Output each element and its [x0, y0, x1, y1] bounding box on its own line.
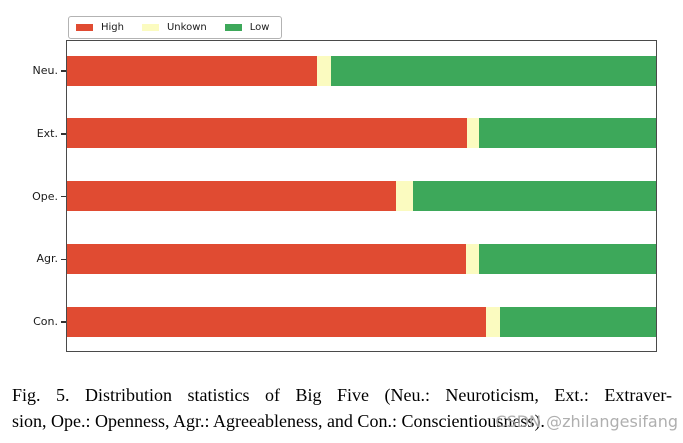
y-tick-label-ope: Ope. [32, 189, 58, 203]
bar-segment-unkown [395, 181, 413, 211]
bar-segment-high [67, 181, 396, 211]
bar-row-ext [67, 118, 656, 149]
bar-segment-high [67, 306, 487, 337]
y-tick-label-agr: Agr. [36, 252, 58, 266]
y-tick-mark [61, 195, 66, 198]
bar-segment-low [412, 181, 656, 211]
figure-caption: Fig. 5. Distribution statistics of Big F… [12, 382, 672, 434]
legend-item-unknown: Unkown [141, 22, 207, 33]
bar-segment-low [479, 118, 656, 149]
y-tick-label-con: Con. [33, 315, 58, 328]
legend-item-low: Low [224, 22, 270, 33]
plot-area [66, 40, 657, 352]
legend-label-low: Low [249, 22, 270, 33]
y-tick-label-neu: Neu. [32, 64, 58, 77]
bar-row-agr [67, 243, 656, 274]
y-tick-label-ext: Ext. [36, 126, 58, 140]
bar-segment-high [67, 243, 466, 274]
bar-row-con [67, 306, 656, 337]
bar-segment-low [479, 243, 656, 274]
legend-label-high: High [101, 22, 124, 33]
y-tick-mark [61, 258, 66, 260]
legend-swatch-low [224, 24, 242, 31]
bar-segment-unkown [316, 55, 331, 86]
legend-item-high: High [76, 22, 124, 33]
y-tick-mark [61, 133, 66, 135]
chart-legend: High Unkown Low [68, 16, 283, 39]
bar-row-neu [67, 55, 656, 86]
caption-line-1: Fig. 5. Distribution statistics of Big F… [12, 385, 672, 405]
bar-segment-low [330, 55, 656, 86]
y-tick-mark [61, 70, 66, 72]
bar-segment-low [500, 306, 656, 337]
legend-swatch-unknown [141, 24, 159, 31]
caption-line-2: sion, Ope.: Openness, Agr.: Agreeablenes… [12, 411, 545, 431]
bar-row-ope [67, 181, 656, 211]
bar-segment-unkown [486, 306, 501, 337]
legend-label-unknown: Unkown [166, 22, 207, 33]
bar-segment-unkown [466, 118, 480, 149]
bar-segment-high [67, 118, 467, 149]
bar-segment-high [67, 55, 317, 86]
bar-segment-unkown [465, 243, 480, 274]
y-tick-mark [61, 321, 66, 323]
legend-swatch-high [76, 24, 93, 31]
